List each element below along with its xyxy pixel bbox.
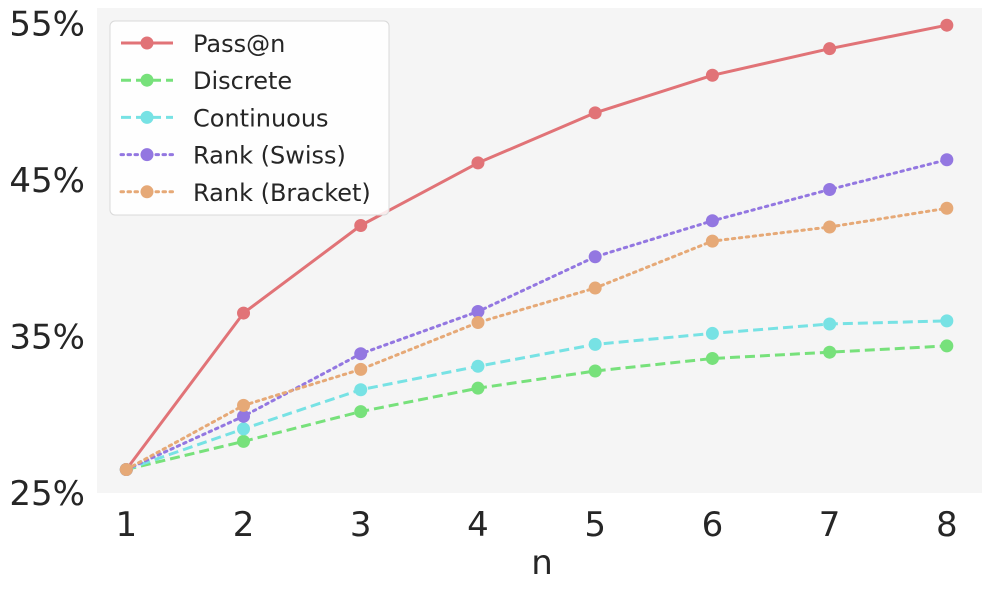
- data-point: [940, 339, 954, 353]
- data-point: [705, 351, 719, 365]
- x-tick-label: 8: [936, 505, 958, 545]
- data-point: [588, 250, 602, 264]
- legend-label: Pass@n: [193, 30, 285, 58]
- legend-marker: [140, 73, 154, 87]
- x-tick-label: 2: [233, 505, 255, 545]
- data-point: [588, 281, 602, 295]
- data-point: [588, 106, 602, 120]
- x-tick-label: 5: [584, 505, 606, 545]
- x-tick-label: 4: [467, 505, 489, 545]
- data-point: [940, 201, 954, 215]
- legend-item: Pass@n: [121, 30, 285, 58]
- legend-box: [109, 20, 390, 216]
- data-point: [705, 214, 719, 228]
- data-point: [471, 156, 485, 170]
- data-point: [471, 359, 485, 373]
- series-layer: [119, 18, 954, 477]
- x-tick-label: 6: [702, 505, 724, 545]
- data-point: [471, 381, 485, 395]
- x-axis-label: n: [531, 543, 553, 583]
- data-point: [354, 218, 368, 232]
- data-point: [823, 220, 837, 234]
- data-point: [354, 383, 368, 397]
- data-point: [237, 422, 251, 436]
- data-point: [471, 305, 485, 319]
- series-line: [125, 319, 947, 471]
- data-point: [940, 314, 954, 328]
- data-point: [940, 18, 954, 32]
- data-point: [823, 345, 837, 359]
- legend-item: Discrete: [121, 67, 292, 95]
- legend-label: Rank (Swiss): [193, 142, 346, 170]
- y-tick-label: 45%: [9, 161, 85, 201]
- legend: Pass@n Discrete Continuous Rank (Swiss) Rank…: [109, 20, 390, 216]
- data-point: [705, 68, 719, 82]
- x-tick-label: 1: [115, 505, 137, 545]
- legend-item: Continuous: [121, 104, 329, 132]
- x-tick-label: 3: [350, 505, 372, 545]
- legend-label: Discrete: [193, 67, 292, 95]
- data-point: [588, 337, 602, 351]
- data-point: [354, 405, 368, 419]
- legend-marker: [140, 36, 154, 50]
- data-point: [119, 463, 133, 477]
- y-axis-ticks: 25% 35% 45% 55%: [9, 5, 85, 514]
- data-point: [940, 153, 954, 167]
- x-axis-ticks: 1 2 3 4 5 6 7 8: [115, 505, 957, 545]
- data-point: [237, 398, 251, 412]
- x-tick-label: 7: [819, 505, 841, 545]
- data-point: [237, 409, 251, 423]
- legend-label: Rank (Bracket): [193, 179, 371, 207]
- series-line: [124, 206, 949, 471]
- legend-item: Rank (Swiss): [119, 142, 346, 170]
- data-point: [823, 182, 837, 196]
- series: [119, 201, 954, 477]
- y-tick-label: 55%: [9, 5, 85, 45]
- legend-marker: [140, 110, 154, 124]
- legend-item: Rank (Bracket): [119, 179, 371, 207]
- y-tick-label: 25%: [9, 474, 85, 514]
- data-point: [705, 234, 719, 248]
- legend-marker: [140, 148, 154, 162]
- data-point: [354, 362, 368, 376]
- data-point: [237, 434, 251, 448]
- series: [119, 339, 954, 477]
- data-point: [823, 317, 837, 331]
- legend-label: Continuous: [193, 104, 329, 132]
- y-tick-label: 35%: [9, 318, 85, 358]
- data-point: [823, 42, 837, 56]
- series-line: [125, 344, 947, 471]
- data-point: [471, 315, 485, 329]
- data-point: [588, 364, 602, 378]
- series-line: [124, 158, 949, 471]
- data-point: [237, 306, 251, 320]
- series-line: [125, 23, 948, 471]
- data-point: [354, 347, 368, 361]
- data-point: [705, 326, 719, 340]
- legend-marker: [140, 185, 154, 199]
